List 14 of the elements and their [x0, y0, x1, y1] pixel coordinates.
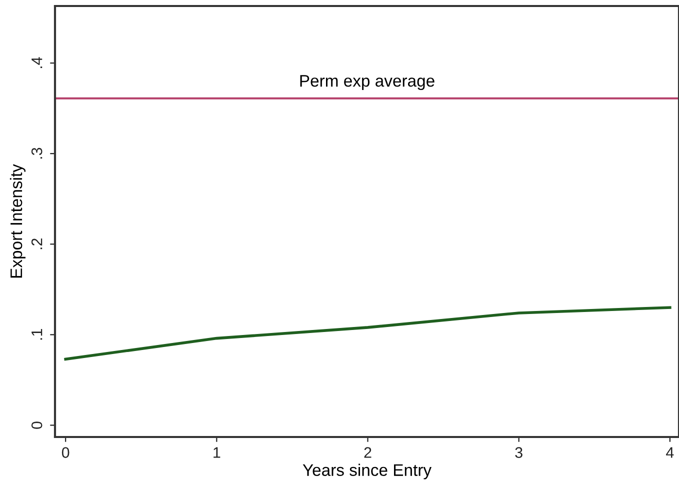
y-tick-label: 0 [31, 422, 42, 429]
y-tick-label: .3 [31, 148, 42, 159]
line-series [64, 306, 672, 361]
y-axis-title: Export Intensity [10, 164, 26, 278]
y-tick-label: .1 [32, 329, 42, 340]
ref-line-label: Perm exp average [300, 75, 434, 90]
x-axis-title: Years since Entry [302, 464, 432, 480]
x-tick-label: 1 [214, 447, 220, 458]
x-tick-label: 3 [515, 447, 522, 458]
x-tick-label: 4 [666, 447, 674, 458]
y-tick-label: .2 [31, 238, 42, 250]
x-tick-label: 2 [364, 447, 372, 458]
x-tick-label: 0 [62, 447, 70, 458]
y-tick-label: .4 [32, 57, 42, 68]
